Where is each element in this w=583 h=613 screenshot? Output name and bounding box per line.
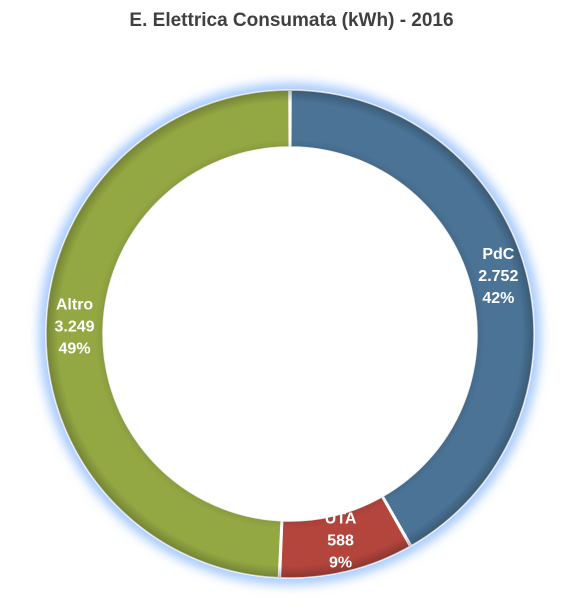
data-label-pdc: PdC 2.752 42% bbox=[478, 246, 518, 307]
label-percent: 9% bbox=[329, 554, 352, 571]
data-label-uta: UTA 588 9% bbox=[325, 510, 357, 571]
data-label-altro: Altro 3.249 49% bbox=[55, 296, 95, 357]
donut-slices bbox=[45, 89, 535, 579]
label-percent: 42% bbox=[482, 290, 514, 307]
chart-title: E. Elettrica Consumata (kWh) - 2016 bbox=[129, 10, 454, 31]
label-percent: 49% bbox=[59, 340, 91, 357]
label-value: 3.249 bbox=[55, 318, 95, 335]
slice-pdc bbox=[289, 89, 535, 547]
label-name: UTA bbox=[325, 510, 357, 527]
label-value: 2.752 bbox=[478, 268, 518, 285]
donut-labels: PdC 2.752 42% UTA 588 9% Altro 3.249 49% bbox=[55, 246, 519, 572]
label-name: Altro bbox=[56, 296, 94, 313]
label-value: 588 bbox=[327, 532, 354, 549]
label-name: PdC bbox=[482, 246, 514, 263]
